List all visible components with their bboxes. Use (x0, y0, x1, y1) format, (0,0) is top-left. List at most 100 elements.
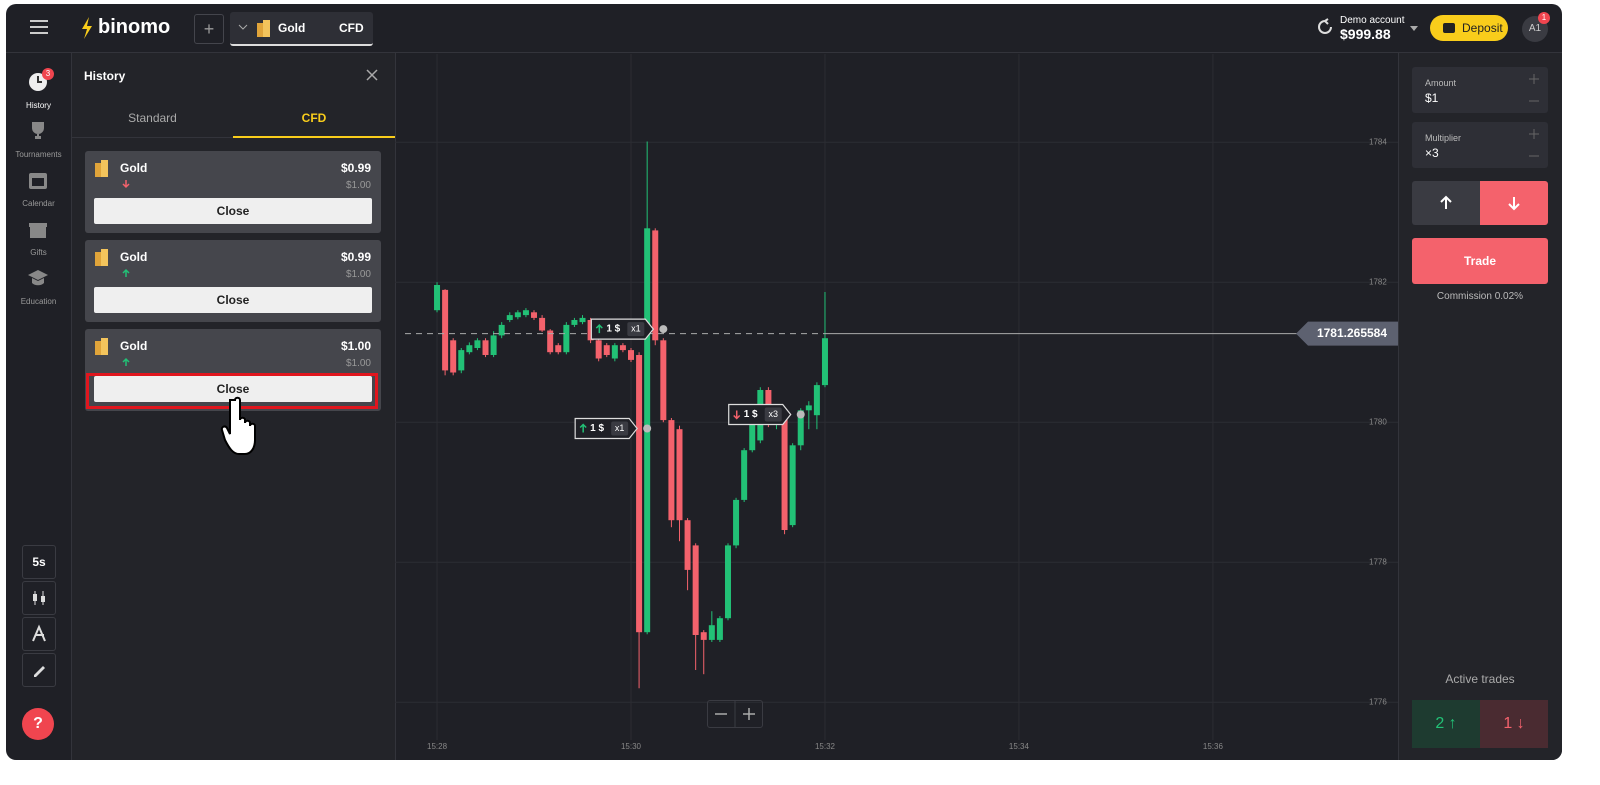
close-button[interactable]: Close (94, 198, 372, 224)
close-icon[interactable] (366, 69, 378, 81)
add-asset[interactable]: + (194, 14, 224, 44)
up-arrow (1440, 195, 1452, 209)
trade-dot (659, 325, 668, 334)
sidebar-icon (28, 270, 48, 286)
marker-multiplier: x3 (768, 409, 778, 419)
asset-name: Gold (120, 161, 148, 175)
balance: $999.88 (1340, 26, 1391, 42)
gold-icon (95, 160, 108, 177)
amount: $1.00 (345, 180, 371, 191)
amount-input[interactable]: Amount $1 (1412, 67, 1548, 113)
candle-body (692, 545, 699, 635)
candle-body (716, 618, 723, 640)
candle-body (668, 420, 675, 521)
multiplier-value: ×3 (1425, 146, 1439, 160)
candle-body (611, 345, 618, 359)
candle-body (789, 445, 796, 526)
candle-body (539, 317, 546, 331)
multiplier-input[interactable]: Multiplier ×3 (1412, 122, 1548, 168)
gold-icon (257, 20, 270, 37)
stepper[interactable] (1527, 73, 1541, 107)
pencil-icon (34, 666, 45, 677)
sidebar-label: Calendar (22, 199, 55, 208)
marker-multiplier-box (764, 407, 782, 422)
x-tick-label: 15:30 (621, 742, 642, 751)
asset-type: CFD (339, 21, 364, 35)
candle-body (700, 632, 707, 640)
chart: 1776 1778 1780 1782 1784 15:28 15:30 15:32 15:34… (395, 54, 1398, 751)
avatar-badge: 1 (1538, 12, 1550, 24)
candle-body (466, 345, 473, 353)
marker-arrow (579, 423, 587, 433)
tab-active[interactable]: CFD (233, 103, 395, 138)
candle-body (434, 285, 441, 311)
candle-body (724, 545, 731, 619)
close-button[interactable]: Close (94, 287, 372, 313)
down-button[interactable] (1480, 181, 1548, 225)
candle-body (676, 429, 683, 521)
candle-body (749, 420, 756, 451)
draw-button[interactable] (22, 653, 56, 687)
candle-body (498, 324, 505, 336)
zoom-icons[interactable] (708, 701, 762, 727)
tab[interactable]: Standard (72, 103, 233, 138)
price-tag (1296, 321, 1398, 346)
indicators-button[interactable] (22, 617, 56, 651)
y-tick-label: 1784 (1369, 137, 1387, 146)
candle-body (531, 312, 538, 318)
history-title: History (84, 69, 126, 83)
active-up[interactable]: 2 ↑ (1412, 700, 1480, 748)
x-tick-label: 15:34 (1009, 742, 1030, 751)
deposit-button[interactable]: Deposit (1430, 15, 1508, 41)
profit: $0.99 (340, 161, 371, 175)
candle-body (652, 230, 659, 341)
close-button[interactable]: Close (94, 376, 372, 402)
asset-name: Gold (120, 339, 148, 353)
candle-body (482, 340, 489, 355)
sidebar-icon (29, 223, 47, 238)
candle-body (603, 345, 610, 355)
marker-multiplier-box (627, 322, 645, 337)
candle-body (555, 345, 562, 353)
timeframe-button[interactable]: 5s (22, 545, 56, 579)
profit: $1.00 (340, 339, 371, 353)
sidebar-icon (29, 173, 47, 189)
candle-body (660, 340, 667, 421)
candle-body (506, 315, 513, 320)
sidebar-label: Tournaments (15, 150, 62, 159)
candle-body (733, 499, 740, 546)
logo: binomo (98, 16, 171, 38)
candle-body (741, 450, 748, 500)
chevron[interactable] (1410, 26, 1418, 32)
candle-body (619, 345, 626, 351)
active-up-count: 2 (1435, 715, 1445, 732)
y-tick-label: 1782 (1369, 277, 1387, 286)
stepper[interactable] (1527, 128, 1541, 162)
asset-tab[interactable]: Gold CFD (230, 12, 373, 46)
candle-body (458, 350, 465, 371)
candle-body (571, 320, 578, 325)
candle-body (805, 405, 812, 411)
menu-icon[interactable] (30, 20, 48, 34)
refresh-icon[interactable] (1316, 18, 1334, 36)
marker-arrow (733, 410, 741, 420)
candle-body (781, 415, 788, 530)
trade-button[interactable]: Trade (1412, 238, 1548, 284)
help-button[interactable]: ? (22, 708, 54, 740)
candle-body (474, 340, 481, 348)
amount-label: Amount (1425, 78, 1457, 88)
chart-type-button[interactable] (22, 581, 56, 615)
up-button[interactable] (1412, 181, 1480, 225)
candle-icon (33, 591, 45, 605)
candle-body (684, 520, 691, 570)
active-down[interactable]: 1 ↓ (1480, 700, 1548, 748)
asset-name: Gold (278, 21, 306, 35)
trade-card: Gold $1.00 $1.00 Close (85, 329, 381, 411)
marker-multiplier-box (611, 421, 629, 436)
marker-multiplier: x1 (615, 423, 625, 433)
indicator-icon (32, 624, 46, 642)
sidebar-badge: 3 (42, 68, 54, 80)
amount: $1.00 (345, 269, 371, 280)
candle-body (522, 310, 529, 316)
